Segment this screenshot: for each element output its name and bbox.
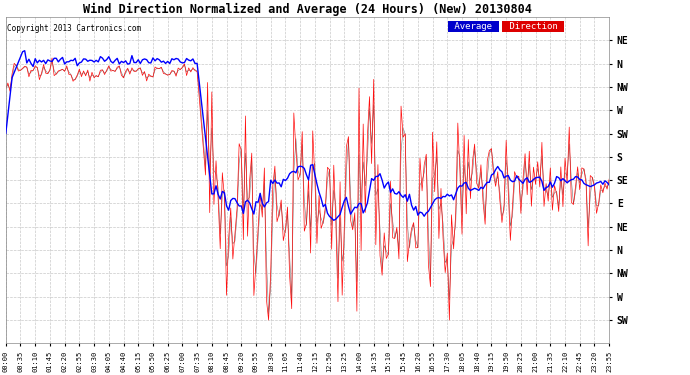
Text: Copyright 2013 Cartronics.com: Copyright 2013 Cartronics.com <box>7 24 141 33</box>
Text: Average: Average <box>449 22 497 31</box>
Title: Wind Direction Normalized and Average (24 Hours) (New) 20130804: Wind Direction Normalized and Average (2… <box>83 3 532 16</box>
Text: Direction: Direction <box>504 22 563 31</box>
